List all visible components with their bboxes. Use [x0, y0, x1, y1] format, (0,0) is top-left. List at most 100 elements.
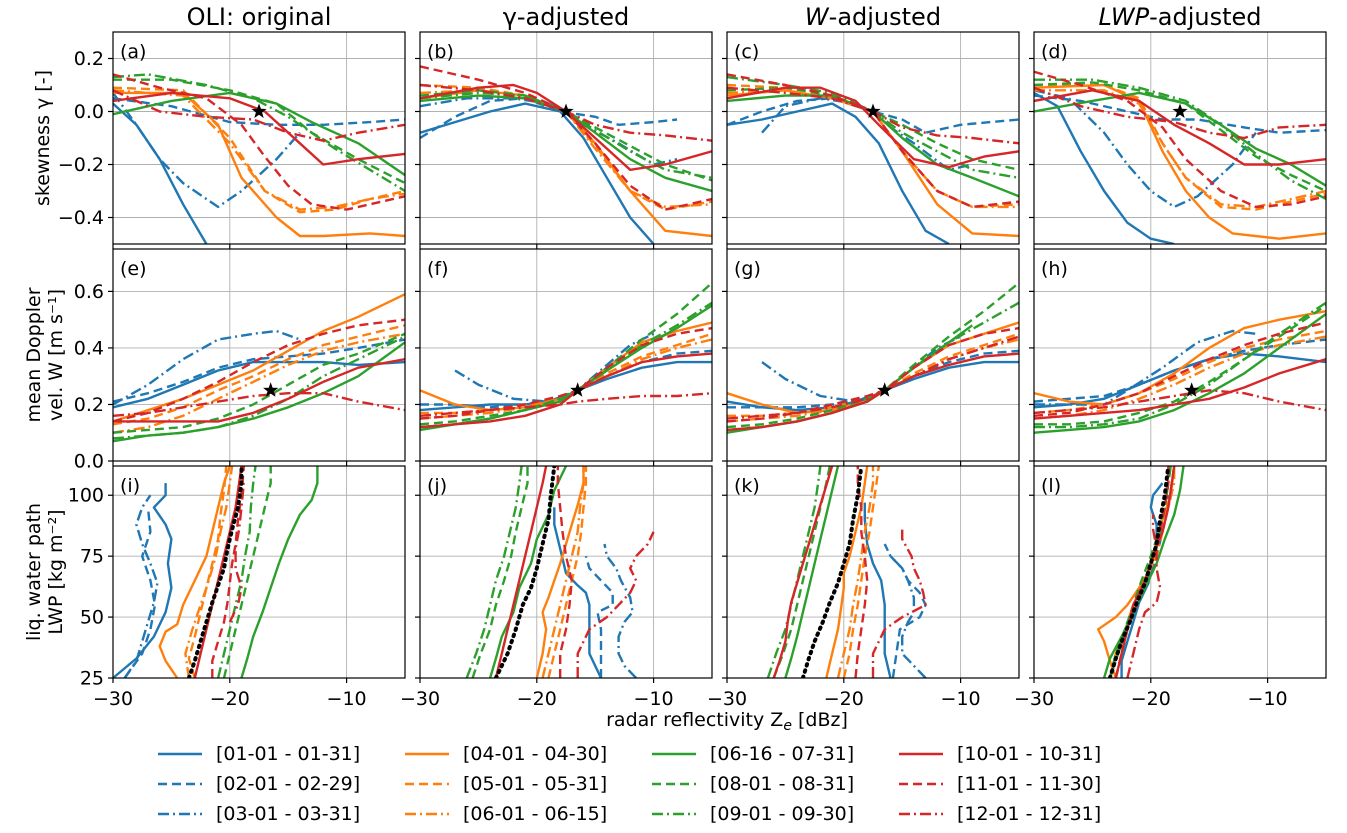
series-line-8 [1108, 466, 1172, 678]
series-line-4 [158, 466, 231, 678]
panel-frame [112, 31, 406, 245]
y-axis-label-line1: liq. water path [23, 503, 45, 641]
series-line-11 [727, 326, 1019, 423]
y-tick-label: 100 [68, 485, 104, 507]
panel-frame [112, 248, 406, 462]
panel-letter: (g) [734, 258, 761, 280]
grid [1033, 32, 1326, 244]
panel-i: 25 50 75 100 −30 −20 −10 (i) [68, 465, 406, 710]
series-line-4 [825, 466, 869, 678]
legend-label: [06-01 - 06-15] [463, 803, 607, 825]
legend-label: [03-01 - 03-31] [216, 803, 360, 825]
series-line-4 [113, 293, 405, 423]
series-line-1 [863, 502, 892, 678]
panel-frame [112, 465, 406, 679]
panel-e: 0.0 0.2 0.4 0.6 (e) [74, 248, 406, 473]
legend-item-6: [06-01 - 06-15] [405, 803, 607, 825]
panel-frame [726, 465, 1020, 679]
x-tick-label: −10 [941, 688, 981, 710]
panel-h: (h) [1029, 248, 1327, 466]
legend-item-11: [11-01 - 11-30] [899, 773, 1101, 795]
panel-letter: (h) [1041, 258, 1068, 280]
y-tick-label: 0.6 [74, 281, 104, 303]
series-line-3 [123, 494, 159, 678]
panel-frame [726, 31, 1020, 245]
series-line-12 [113, 392, 405, 417]
y-tick-label: −0.4 [58, 207, 104, 229]
legend-item-4: [04-01 - 04-30] [405, 743, 607, 765]
series-group [113, 466, 319, 678]
series-line-9 [1034, 78, 1326, 201]
series-line-6 [113, 89, 405, 211]
series-line-10 [727, 86, 1019, 169]
series-line-12 [576, 531, 655, 678]
series-group [420, 282, 712, 432]
legend-label: [09-01 - 09-30] [710, 803, 854, 825]
y-tick-label: 25 [80, 668, 104, 690]
series-line-11 [727, 73, 1019, 209]
y-tick-label: 0.2 [74, 394, 104, 416]
series-line-12 [871, 529, 927, 678]
series-line-10 [113, 358, 405, 423]
grid [112, 466, 405, 679]
series-line-7 [727, 94, 1019, 198]
grid [1033, 466, 1326, 679]
series-line-12 [1126, 514, 1162, 678]
panel-letter: (l) [1041, 475, 1061, 497]
panel-l: −30 −20 −10 (l) [1014, 465, 1327, 710]
series-line-6 [113, 332, 405, 434]
y-axis-label-line1: mean Doppler [23, 287, 45, 422]
series-line-8 [727, 281, 1019, 429]
series-line-12 [228, 482, 245, 623]
legend-item-8: [08-01 - 08-31] [652, 773, 854, 795]
series-line-7 [420, 94, 712, 193]
reference-star [865, 103, 881, 118]
legend-item-10: [10-01 - 10-31] [899, 743, 1101, 765]
series-line-9 [766, 466, 822, 678]
panel-grid: 0.2 0.0 −0.2 −0.4 (a) (b) (c) (d) 0.0 0.2 0.4 0.6 (e… [58, 31, 1327, 710]
series-line-10 [420, 352, 712, 429]
series-line-12 [1034, 86, 1326, 140]
series-line-10 [1034, 358, 1326, 420]
series-line-1 [727, 360, 1019, 412]
x-tick-label: −30 [1014, 688, 1054, 710]
panel-frame [419, 31, 713, 245]
series-line-10 [193, 466, 243, 678]
panel-b: (b) [415, 31, 713, 249]
legend-item-9: [09-01 - 09-30] [652, 803, 854, 825]
series-line-8 [471, 466, 529, 678]
series-line-8 [420, 89, 712, 182]
column-title-1: OLI: original [187, 3, 332, 31]
series-line-9 [216, 466, 257, 678]
panel-letter: (d) [1041, 41, 1068, 63]
series-line-1 [420, 102, 655, 244]
y-axis-label: skewness γ [-] [32, 70, 54, 206]
series-group [113, 293, 405, 443]
series-group [766, 466, 927, 678]
y-tick-label: 75 [80, 546, 104, 568]
legend-item-2: [02-01 - 02-29] [158, 773, 360, 795]
grid [726, 466, 1019, 679]
legend-item-7: [06-16 - 07-31] [652, 743, 854, 765]
panel-frame [1033, 465, 1327, 679]
series-line-9 [420, 301, 712, 429]
series-line-7 [784, 466, 840, 678]
series-line-2 [123, 507, 157, 678]
series-line-11 [113, 318, 405, 423]
reference-star [570, 382, 586, 397]
series-line-4 [1034, 310, 1326, 406]
series-line-8 [1034, 81, 1326, 193]
series-line-9 [465, 466, 523, 678]
row-y-labels: skewness γ [-] mean Doppler vel. W [m s⁻¹]… [23, 70, 67, 641]
series-line-9 [727, 75, 1019, 179]
series-line-1 [420, 360, 712, 412]
series-line-11 [854, 466, 869, 678]
series-line-11 [420, 326, 712, 420]
series-line-2 [113, 97, 405, 126]
panel-d: (d) [1029, 31, 1327, 249]
series-line-10 [113, 91, 405, 166]
reference-star [877, 382, 893, 397]
panel-frame [726, 248, 1020, 462]
grid [726, 249, 1019, 462]
